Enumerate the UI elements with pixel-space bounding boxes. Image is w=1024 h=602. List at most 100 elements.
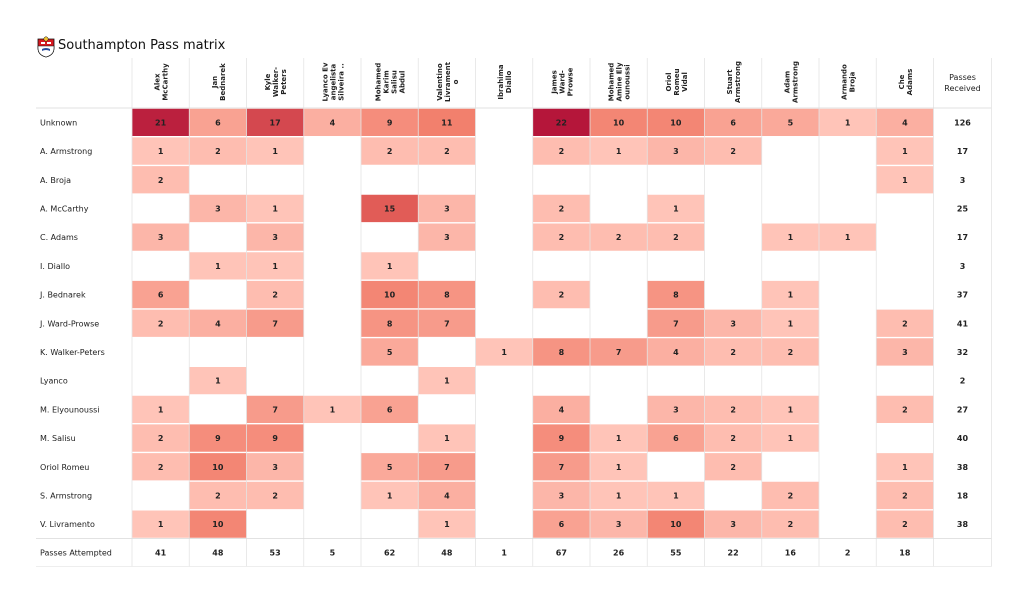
passes-received-value: 2 (960, 377, 966, 386)
heatmap-cell (532, 395, 590, 424)
cell-value: 1 (788, 319, 794, 328)
column-label: Jan (211, 76, 219, 89)
column-label: Che (898, 74, 906, 89)
heatmap-cell (246, 108, 304, 137)
cell-value: 10 (670, 520, 682, 529)
column-label: James (550, 70, 558, 95)
column-label: McCarthy (162, 63, 170, 101)
passes-attempted-value: 41 (155, 549, 167, 558)
heatmap-cell (189, 136, 247, 166)
cell-value: 7 (559, 463, 565, 472)
cell-value: 2 (272, 291, 278, 300)
heatmap-cell (361, 108, 419, 137)
heatmap-cell (361, 194, 419, 223)
heatmap-cell (590, 509, 648, 539)
column-label: Amine Ely (616, 62, 624, 101)
cell-value: 4 (673, 348, 679, 357)
heatmap-cell (132, 280, 190, 309)
heatmap-cell (876, 395, 934, 424)
cell-value: 9 (272, 434, 278, 443)
column-label: o (452, 79, 460, 84)
heatmap-cell (590, 337, 648, 367)
heatmap-cell (532, 452, 590, 482)
column-label: Armstrong (734, 61, 742, 103)
heatmap-cell (246, 136, 304, 166)
passes-received-value: 27 (957, 405, 968, 414)
heatmap-cell (647, 423, 705, 453)
passes-attempted-value: 22 (728, 549, 739, 558)
cell-value: 10 (384, 291, 396, 300)
column-label: Oriol (665, 72, 673, 91)
heatmap-cell (418, 280, 476, 309)
row-label: J. Ward-Prowse (39, 319, 99, 328)
heatmap-cell (647, 136, 705, 166)
cell-value: 3 (444, 204, 450, 213)
column-label: Prowse (566, 67, 574, 96)
passes-received-value: 38 (957, 520, 969, 529)
column-label: Adams (906, 69, 914, 96)
club-crest-icon (36, 36, 56, 62)
cell-value: 2 (272, 491, 278, 500)
cell-value: 8 (673, 291, 679, 300)
cell-value: 1 (788, 434, 794, 443)
row-label: I. Diallo (40, 262, 70, 271)
cell-value: 1 (788, 405, 794, 414)
passes-received-value: 18 (957, 491, 969, 500)
cell-value: 1 (158, 405, 164, 414)
row-label: K. Walker-Peters (40, 348, 105, 357)
heatmap-cell (876, 452, 934, 482)
cell-value: 1 (845, 233, 851, 242)
cell-value: 2 (730, 405, 736, 414)
cell-value: 1 (272, 147, 278, 156)
cell-value: 2 (730, 434, 736, 443)
heatmap-cell (590, 108, 648, 137)
cell-value: 3 (215, 204, 221, 213)
heatmap-cell (132, 136, 190, 166)
cell-value: 2 (730, 348, 736, 357)
heatmap-cell (361, 337, 419, 367)
heatmap-cell (590, 481, 648, 510)
heatmap-cell (647, 308, 705, 338)
cell-value: 3 (673, 147, 679, 156)
heatmap-cell (361, 452, 419, 482)
heatmap-cell (132, 165, 190, 195)
passes-received-value: 25 (957, 204, 969, 213)
heatmap-cell (761, 280, 819, 309)
cell-value: 2 (215, 491, 221, 500)
cell-value: 5 (387, 348, 393, 357)
column-label: Broja (849, 71, 857, 92)
heatmap-cell (132, 308, 190, 338)
cell-value: 1 (387, 491, 393, 500)
cell-value: 2 (730, 147, 736, 156)
cell-value: 10 (212, 520, 224, 529)
heatmap-cell (704, 337, 762, 367)
row-label: C. Adams (40, 233, 78, 242)
passes-attempted-value: 1 (501, 549, 507, 558)
heatmap-cell (761, 222, 819, 252)
heatmap-cell (647, 509, 705, 539)
heatmap-cell (532, 423, 590, 453)
heatmap-cell (418, 423, 476, 453)
heatmap-cell (246, 280, 304, 309)
cell-value: 2 (444, 147, 450, 156)
cell-value: 3 (616, 520, 622, 529)
row-label: A. Armstrong (40, 147, 92, 156)
passes-attempted-value: 53 (270, 549, 281, 558)
cell-value: 3 (559, 491, 565, 500)
heatmap-cell (532, 194, 590, 223)
heatmap-cell (704, 308, 762, 338)
row-label: V. Livramento (40, 520, 95, 529)
heatmap-cell (876, 481, 934, 510)
heatmap-cell (532, 337, 590, 367)
heatmap-cell (246, 395, 304, 424)
cell-value: 6 (387, 405, 393, 414)
row-label: M. Elyounoussi (40, 405, 100, 414)
cell-value: 1 (272, 262, 278, 271)
column-label: Kyle (264, 73, 272, 90)
heatmap-cell (132, 395, 190, 424)
cell-value: 1 (902, 147, 908, 156)
heatmap-cell (876, 509, 934, 539)
heatmap-cell (361, 308, 419, 338)
heatmap-cell (590, 222, 648, 252)
